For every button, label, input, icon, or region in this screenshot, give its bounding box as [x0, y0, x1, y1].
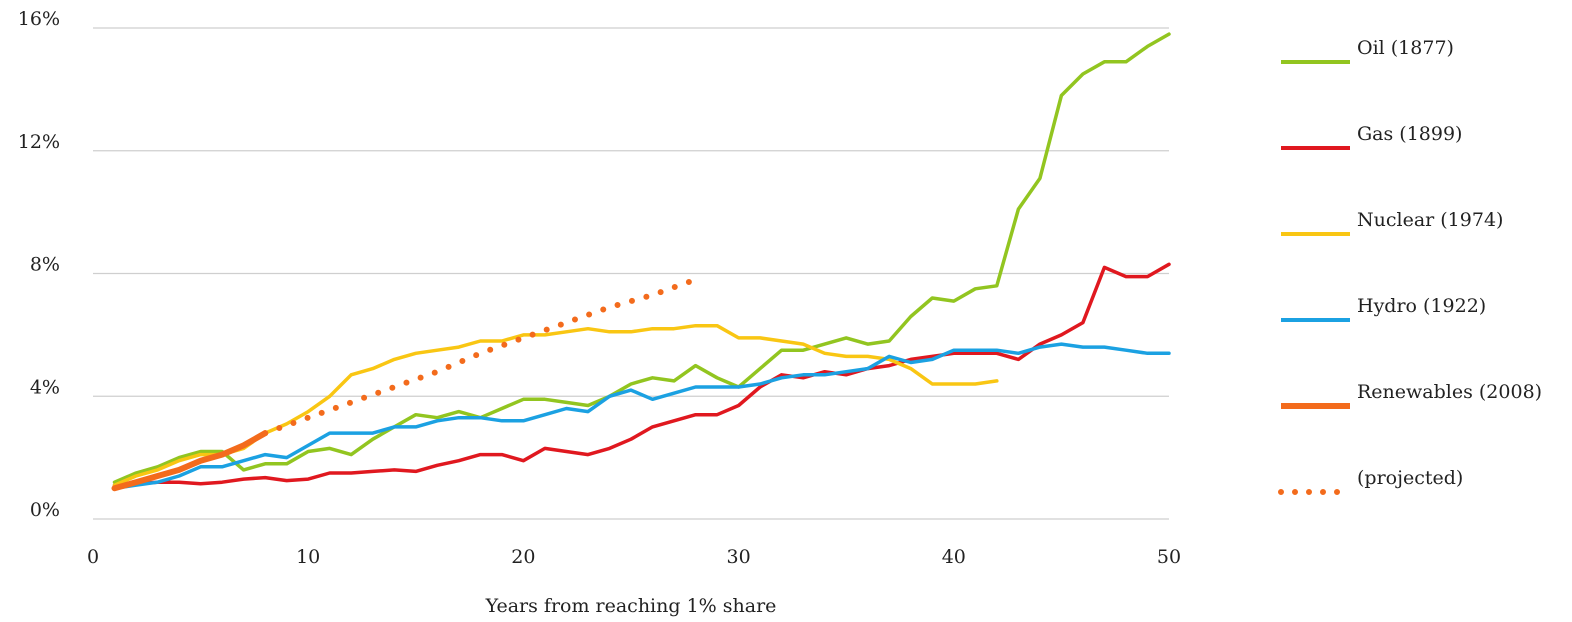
y-tick-label: 8% — [30, 254, 60, 276]
series-line-5 — [262, 276, 699, 437]
legend: Oil (1877) Gas (1899) Nuclear (1974) Hydro … — [1278, 37, 1542, 495]
y-tick-label: 4% — [30, 376, 60, 398]
x-tick-label: 0 — [87, 546, 99, 568]
y-tick-label: 0% — [30, 499, 60, 521]
x-axis-title: Years from reaching 1% share — [485, 595, 777, 617]
x-tick-label: 50 — [1157, 546, 1181, 568]
series-line-1 — [112, 262, 1171, 487]
legend-label-0: Oil (1877) — [1357, 37, 1454, 59]
y-tick-label: 12% — [18, 131, 60, 153]
y-axis-ticks: 0% 4% 8% 12% 16% — [18, 8, 60, 521]
x-tick-label: 30 — [727, 546, 751, 568]
x-axis-ticks: 0 10 20 30 40 50 — [87, 546, 1181, 568]
legend-label-3: Hydro (1922) — [1357, 295, 1486, 317]
x-tick-label: 10 — [296, 546, 320, 568]
gridlines — [93, 27, 1169, 520]
x-tick-label: 40 — [942, 546, 966, 568]
legend-label-1: Gas (1899) — [1357, 123, 1462, 145]
y-tick-label: 16% — [18, 8, 60, 30]
legend-label-5: (projected) — [1357, 467, 1463, 489]
legend-label-4: Renewables (2008) — [1357, 381, 1542, 403]
legend-label-2: Nuclear (1974) — [1357, 209, 1503, 231]
x-tick-label: 20 — [511, 546, 535, 568]
series-lines — [111, 32, 1171, 492]
series-line-3 — [112, 342, 1171, 491]
series-line-0 — [112, 32, 1171, 484]
series-line-4 — [111, 430, 269, 492]
